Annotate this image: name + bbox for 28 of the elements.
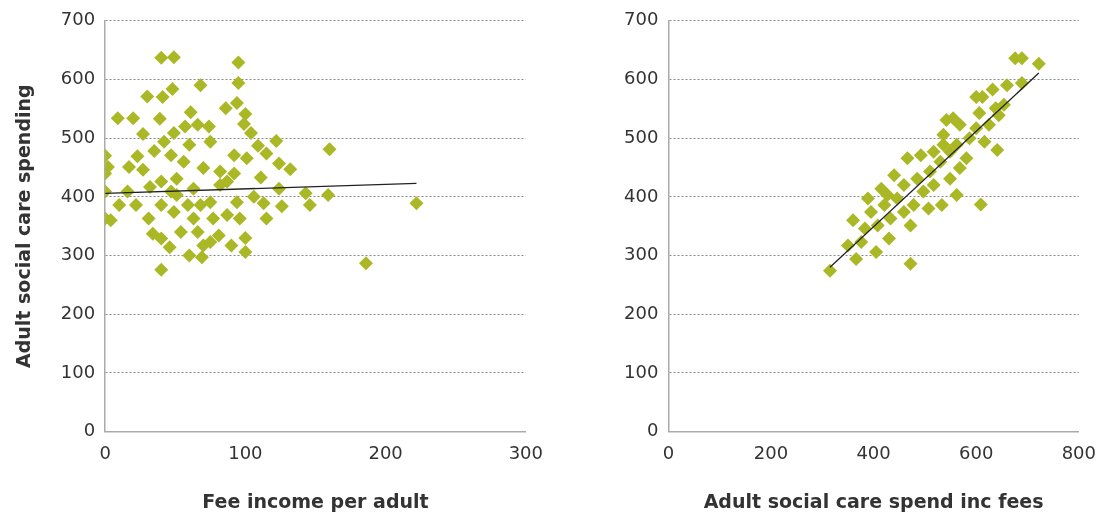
y-tick-label: 700	[624, 8, 659, 30]
x-tick-label: 200	[753, 442, 789, 464]
y-tick-label: 200	[60, 301, 96, 323]
x-tick-label: 100	[228, 442, 263, 464]
y-tick-label: 500	[624, 125, 659, 147]
y-tick-label: 100	[624, 360, 659, 382]
y-tick-label: 400	[624, 184, 659, 206]
x-tick-label: 800	[1061, 442, 1096, 464]
y-tick-label: 300	[624, 243, 659, 265]
y-tick-label: 600	[624, 67, 659, 89]
x-tick-label: 300	[508, 442, 543, 464]
y-tick-label: 700	[60, 8, 96, 30]
x-tick-label: 200	[368, 442, 403, 464]
y-tick-label: 0	[83, 419, 96, 441]
y-tick-label: 0	[646, 419, 659, 441]
y-tick-label: 300	[60, 243, 96, 265]
y-tick-label: 500	[60, 125, 96, 147]
x-axis-title: Fee income per adult	[202, 489, 429, 512]
x-tick-label: 0	[662, 442, 675, 464]
x-axis-title: Adult social care spend inc fees	[703, 489, 1044, 512]
x-tick-label: 0	[99, 442, 111, 464]
y-tick-label: 600	[60, 67, 96, 89]
x-tick-label: 400	[856, 442, 891, 464]
x-tick-label: 600	[959, 442, 994, 464]
y-tick-label: 100	[60, 360, 96, 382]
y-axis-title: Adult social care spending	[12, 84, 35, 369]
y-tick-label: 400	[60, 184, 96, 206]
y-tick-label: 200	[624, 301, 659, 323]
